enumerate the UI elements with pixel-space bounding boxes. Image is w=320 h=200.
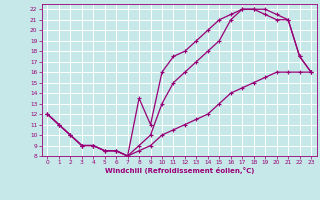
X-axis label: Windchill (Refroidissement éolien,°C): Windchill (Refroidissement éolien,°C) bbox=[105, 167, 254, 174]
